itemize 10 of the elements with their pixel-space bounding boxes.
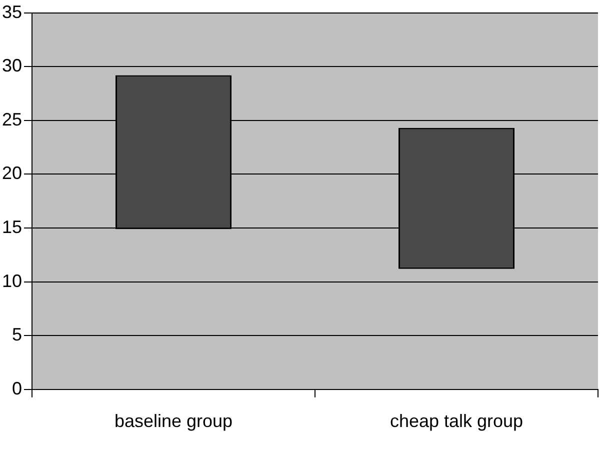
y-tick-label: 0: [12, 378, 22, 398]
x-tick-label: cheap talk group: [390, 411, 524, 432]
x-tick-label: baseline group: [114, 411, 233, 432]
y-tick-label: 10: [2, 270, 22, 291]
y-tick-label: 5: [12, 324, 22, 345]
y-tick-label: 15: [2, 216, 22, 237]
y-tick-label: 35: [2, 2, 22, 22]
y-tick-label: 20: [2, 163, 22, 184]
y-tick-label: 25: [2, 109, 22, 130]
y-tick-label: 30: [2, 56, 22, 76]
